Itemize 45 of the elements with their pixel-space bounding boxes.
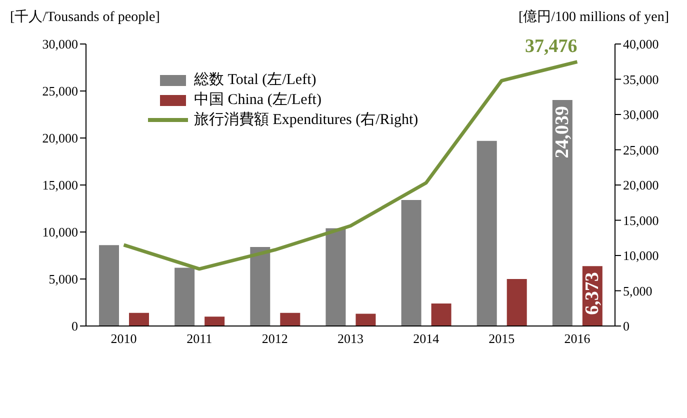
x-tick-label: 2013 (338, 331, 364, 346)
y-tick-label: 0 (72, 318, 78, 334)
x-tick-label: 2010 (110, 331, 137, 346)
bar (280, 312, 300, 326)
y2-axis-title: [億円/100 millions of yen] (518, 8, 669, 26)
bar (506, 279, 527, 326)
data-label: 24,039 (552, 106, 573, 158)
legend-label: 旅行消費額 Expenditures (右/Right) (194, 110, 418, 130)
legend-label: 中国 China (左/Left) (194, 90, 322, 110)
bar (129, 312, 149, 326)
y-axis-title: [千人/Tousands of people] (10, 8, 160, 26)
bar (250, 247, 270, 326)
y2-tick-label: 0 (623, 318, 630, 334)
y2-tick-label: 40,000 (623, 36, 659, 52)
bar (174, 268, 195, 326)
bar (552, 100, 572, 326)
bar (356, 314, 376, 326)
x-tick-label: 2012 (262, 331, 288, 346)
y-tick-label: 15,000 (42, 178, 78, 193)
y-tick-label: 30,000 (42, 36, 78, 52)
y2-tick-label: 30,000 (623, 107, 659, 122)
y-tick-label: 5,000 (48, 272, 78, 287)
line-series (122, 60, 579, 271)
y2-tick-label: 5,000 (623, 283, 652, 298)
x-tick-label: 2011 (186, 331, 212, 346)
y-tick-label: 20,000 (42, 130, 78, 146)
y-tick-label: 10,000 (42, 224, 78, 240)
data-label: 37,476 (524, 36, 578, 57)
y2-tick-label: 15,000 (623, 212, 659, 228)
y2-tick-label: 10,000 (623, 248, 659, 264)
bar (99, 245, 119, 326)
y2-tick-label: 25,000 (623, 142, 659, 158)
y2-tick-label: 35,000 (623, 72, 659, 87)
y2-tick-label: 20,000 (623, 178, 659, 193)
x-tick-label: 2015 (488, 331, 515, 346)
x-tick-label: 2014 (413, 331, 440, 346)
bar (401, 200, 422, 326)
legend-label: 総数 Total (左/Left) (194, 71, 316, 90)
bar (326, 228, 346, 326)
bar (204, 316, 225, 326)
bar (431, 303, 452, 326)
data-label: 6,373 (582, 272, 603, 315)
x-tick-label: 2016 (564, 331, 591, 346)
y-tick-label: 25,000 (42, 84, 78, 99)
bar (476, 140, 497, 326)
